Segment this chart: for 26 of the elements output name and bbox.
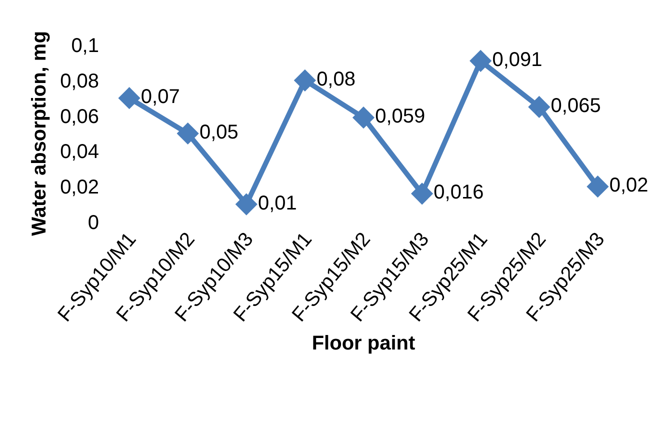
- data-label: 0,02: [609, 174, 648, 197]
- x-axis-title: Floor paint: [312, 332, 416, 355]
- point: [118, 87, 140, 110]
- point: [294, 69, 316, 92]
- point: [586, 176, 609, 198]
- point: [470, 50, 492, 72]
- y-tick-label: 0: [88, 212, 99, 234]
- point: [528, 96, 550, 118]
- y-tick-label: 0,1: [71, 35, 99, 57]
- data-label: 0,016: [434, 182, 484, 204]
- point: [235, 193, 258, 216]
- data-label: 0,059: [375, 106, 426, 128]
- data-label: 0,091: [492, 48, 542, 71]
- y-axis-title: Water absorption, mg: [28, 31, 51, 236]
- point: [411, 182, 434, 205]
- y-tick-label: 0,08: [60, 70, 99, 92]
- data-label: 0,08: [316, 68, 356, 90]
- data-label: 0,05: [199, 122, 238, 144]
- y-tick-label: 0,06: [60, 106, 99, 128]
- point: [176, 122, 199, 145]
- data-label: 0,01: [258, 192, 297, 214]
- data-label: 0,065: [550, 94, 601, 117]
- y-tick-label: 0,02: [60, 176, 99, 199]
- data-label: 0,07: [140, 86, 180, 108]
- point: [352, 106, 375, 129]
- y-tick-label: 0,04: [60, 141, 99, 164]
